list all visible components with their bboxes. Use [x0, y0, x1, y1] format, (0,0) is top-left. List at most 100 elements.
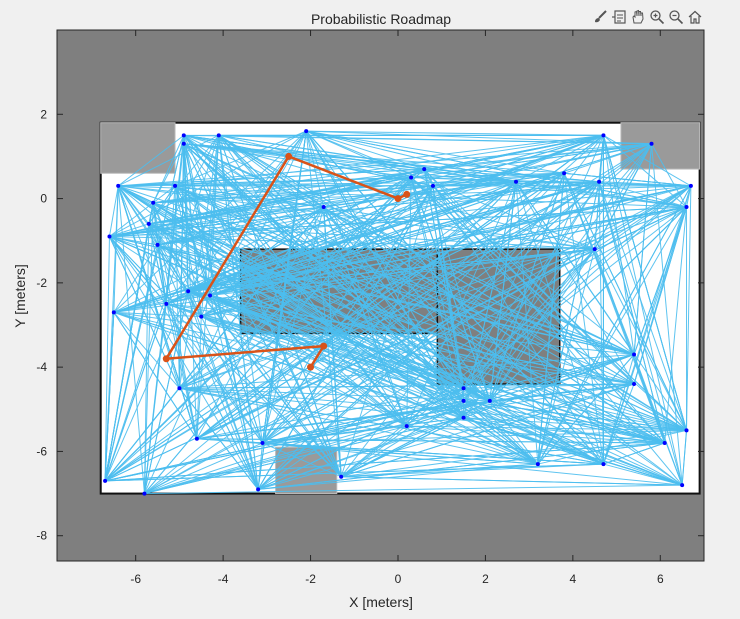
roadmap-edge — [187, 291, 259, 490]
x-tick-label: -6 — [130, 572, 141, 586]
roadmap-node — [409, 175, 414, 180]
y-tick-label: 0 — [40, 192, 47, 206]
roadmap-edge — [537, 185, 692, 465]
roadmap-edge — [603, 134, 692, 187]
roadmap-edge — [262, 185, 434, 444]
roadmap-edge — [201, 316, 407, 427]
roadmap-edge — [179, 181, 600, 389]
roadmap-edge — [104, 135, 220, 482]
roadmap-edge — [306, 130, 687, 208]
roadmap-edge — [432, 185, 683, 486]
roadmap-edge — [157, 244, 491, 402]
roadmap-edge — [218, 134, 652, 145]
roadmap-edge — [410, 177, 465, 389]
home-button[interactable] — [686, 10, 704, 28]
roadmap-edge — [262, 354, 635, 444]
roadmap-node — [461, 398, 466, 403]
roadmap-edge — [306, 130, 565, 174]
roadmap-edge — [144, 181, 517, 494]
roadmap-edge — [209, 295, 464, 402]
roadmap-edge — [209, 185, 691, 296]
roadmap-node — [216, 133, 221, 138]
roadmap-edge — [633, 206, 687, 385]
roadmap-edge — [423, 168, 635, 385]
roadmap-edge — [340, 400, 491, 478]
roadmap-edge — [174, 185, 665, 444]
roadmap-edge — [410, 177, 666, 444]
roadmap-edge — [218, 134, 687, 208]
roadmap-edge — [681, 430, 688, 486]
roadmap-edge — [209, 248, 595, 296]
roadmap-edge — [143, 223, 150, 494]
roadmap-edge — [564, 172, 691, 187]
roadmap-edge — [201, 316, 683, 486]
x-tick-label: -2 — [305, 572, 316, 586]
roadmap-edge — [117, 185, 198, 439]
roadmap-node — [684, 205, 689, 209]
obstacle — [100, 122, 176, 174]
roadmap-edge — [200, 295, 211, 317]
pan-button[interactable] — [629, 9, 647, 28]
roadmap-edge — [179, 354, 635, 389]
roadmap-node — [688, 183, 693, 188]
roadmap-node — [680, 483, 685, 488]
path-waypoint — [320, 342, 328, 350]
roadmap-edge — [306, 130, 652, 145]
zoom-in-icon — [649, 9, 665, 30]
x-tick-label: 4 — [570, 572, 577, 586]
roadmap-edge — [463, 417, 604, 465]
roadmap-edge — [463, 248, 596, 402]
brush-button[interactable] — [591, 9, 609, 28]
roadmap-edge — [537, 249, 596, 465]
roadmap-edge — [187, 290, 539, 465]
roadmap-edge — [603, 463, 683, 486]
roadmap-edge — [489, 400, 539, 465]
roadmap-node — [260, 441, 265, 445]
roadmap-edge — [602, 185, 692, 465]
roadmap-node — [662, 441, 667, 445]
roadmap-edge — [257, 387, 464, 490]
roadmap-edge — [463, 248, 596, 389]
roadmap-edge — [209, 181, 600, 296]
roadmap-edge — [118, 168, 425, 187]
roadmap-edge — [104, 168, 425, 482]
roadmap-edge — [515, 134, 604, 183]
roadmap-edge — [109, 181, 600, 237]
roadmap-edge — [463, 400, 687, 431]
roadmap-edge — [105, 442, 665, 482]
roadmap-node — [562, 171, 567, 176]
roadmap-edge — [144, 354, 635, 495]
roadmap-edge — [463, 400, 604, 465]
path-waypoint — [394, 195, 402, 203]
roadmap-node — [321, 205, 326, 209]
roadmap-edge — [305, 130, 464, 402]
roadmap-edge — [148, 177, 412, 225]
path-waypoint — [285, 152, 293, 160]
roadmap-edge — [174, 185, 324, 208]
zoom-out-button[interactable] — [667, 9, 685, 28]
roadmap-node — [649, 141, 654, 146]
roadmap-edge — [117, 185, 342, 478]
roadmap-edge — [148, 168, 425, 225]
data-tips-button[interactable] — [610, 9, 628, 28]
roadmap-edge — [183, 134, 434, 187]
x-tick-label: 6 — [657, 572, 664, 586]
roadmap-edge — [598, 181, 666, 444]
roadmap-edge — [262, 383, 635, 444]
roadmap-edge — [166, 290, 189, 305]
roadmap-node — [142, 491, 147, 496]
roadmap-node — [173, 183, 178, 188]
roadmap-edge — [104, 236, 110, 481]
roadmap-edge — [183, 134, 464, 402]
roadmap-edge — [188, 290, 635, 385]
roadmap-node — [199, 314, 204, 319]
roadmap-edge — [463, 417, 665, 444]
roadmap-edge — [563, 173, 687, 431]
roadmap-edge — [209, 295, 464, 419]
roadmap-edge — [594, 143, 652, 250]
y-tick-label: 2 — [40, 107, 47, 121]
roadmap-node — [461, 386, 466, 391]
roadmap-node — [684, 428, 689, 433]
zoom-in-button[interactable] — [648, 9, 666, 30]
roadmap-edge — [594, 248, 687, 431]
